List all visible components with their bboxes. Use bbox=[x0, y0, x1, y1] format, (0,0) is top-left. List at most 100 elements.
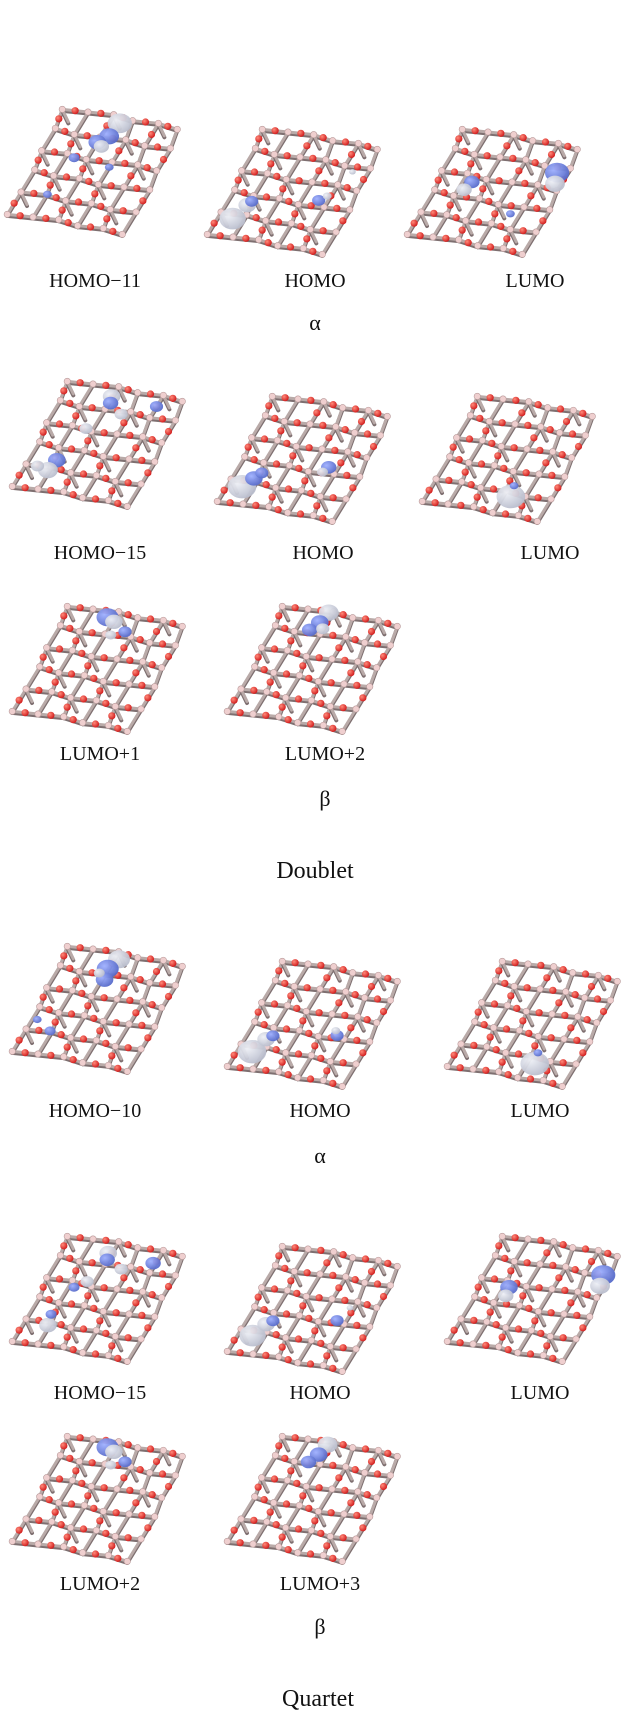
orbital-doublet-beta-lumo-1 bbox=[8, 595, 195, 740]
orbital-quartet-alpha-homo bbox=[223, 950, 410, 1095]
lobe-positive bbox=[145, 1256, 161, 1270]
lattice-drawing bbox=[8, 942, 186, 1075]
orbital-label: LUMO bbox=[510, 1100, 570, 1122]
lobe-negative bbox=[520, 1052, 550, 1076]
lobe-positive bbox=[300, 1455, 317, 1469]
lobe-positive bbox=[149, 401, 164, 412]
orbital-lobes bbox=[96, 1438, 132, 1470]
spin-symbol-beta: β bbox=[314, 1614, 326, 1639]
orbital-label: LUMO bbox=[520, 542, 580, 564]
orbital-doublet-beta-homo bbox=[213, 385, 400, 530]
orbital-label: HOMO bbox=[284, 270, 346, 292]
lobe-positive bbox=[301, 623, 318, 637]
orbital-label: LUMO+2 bbox=[284, 743, 366, 765]
lobe-positive bbox=[68, 153, 80, 163]
lobe-positive bbox=[118, 1456, 132, 1468]
orbital-lobes bbox=[456, 162, 570, 218]
atoms bbox=[8, 942, 186, 1075]
lobe-negative bbox=[114, 408, 128, 420]
lobe-negative bbox=[30, 460, 45, 472]
lobe-negative bbox=[105, 1444, 123, 1459]
orbital-label: HOMO−10 bbox=[48, 1100, 142, 1122]
lobe-negative bbox=[545, 175, 565, 192]
lobe-negative bbox=[590, 1277, 610, 1294]
orbital-label: LUMO+3 bbox=[279, 1573, 361, 1595]
orbital-lobes bbox=[301, 604, 339, 637]
lattice-drawing bbox=[8, 1432, 186, 1565]
lattice-drawing bbox=[3, 105, 181, 238]
lobe-negative bbox=[331, 1027, 341, 1035]
orbital-lobes bbox=[96, 608, 132, 640]
lobe-negative bbox=[346, 1305, 354, 1311]
orbital-lobes bbox=[237, 1027, 344, 1064]
lobe-positive bbox=[43, 190, 52, 198]
atoms bbox=[443, 1232, 621, 1365]
orbital-lobes bbox=[32, 950, 130, 1036]
orbital-doublet-beta-lumo bbox=[418, 385, 605, 530]
orbital-quartet-beta-homo bbox=[223, 1235, 410, 1380]
lattice-drawing bbox=[8, 377, 186, 510]
orbital-doublet-beta-homo-15 bbox=[8, 370, 195, 515]
lattice-drawing bbox=[223, 602, 401, 735]
orbital-label: HOMO−15 bbox=[53, 542, 147, 564]
spin-symbol-alpha: α bbox=[309, 310, 321, 335]
lattice-drawing bbox=[443, 1232, 621, 1365]
lobe-negative bbox=[79, 423, 93, 434]
lattice-drawing bbox=[8, 1232, 186, 1365]
lattice-drawing bbox=[443, 957, 621, 1090]
orbital-label: LUMO+2 bbox=[59, 1573, 141, 1595]
lattice-drawing bbox=[223, 1242, 401, 1375]
lobe-negative bbox=[39, 1317, 57, 1333]
lobe-negative bbox=[93, 968, 105, 978]
lobe-negative bbox=[498, 1289, 514, 1303]
orbital-doublet-alpha-homo bbox=[203, 118, 390, 263]
lattice-drawing bbox=[418, 392, 596, 525]
lobe-positive bbox=[245, 195, 259, 207]
orbital-lobes bbox=[43, 113, 132, 198]
orbital-lobes bbox=[239, 1305, 354, 1347]
orbital-doublet-alpha-homo-11 bbox=[3, 98, 190, 243]
orbital-label: HOMO−11 bbox=[49, 270, 141, 292]
atoms bbox=[8, 602, 186, 735]
orbital-lobes bbox=[300, 1436, 338, 1469]
lobe-positive bbox=[44, 1026, 56, 1036]
atoms bbox=[443, 957, 621, 1090]
atoms bbox=[8, 377, 186, 510]
lobe-positive bbox=[68, 1282, 80, 1292]
lobe-positive bbox=[506, 210, 515, 218]
lobe-negative bbox=[239, 1324, 266, 1347]
lobe-negative bbox=[322, 192, 332, 200]
orbital-label: HOMO bbox=[289, 1100, 351, 1122]
lobe-negative bbox=[219, 207, 246, 230]
spin-symbol-alpha: α bbox=[314, 1143, 326, 1168]
lobe-positive bbox=[330, 1315, 344, 1326]
spin-symbol-beta: β bbox=[319, 786, 331, 811]
orbital-quartet-beta-lumo-3 bbox=[223, 1425, 410, 1570]
orbital-lobes bbox=[30, 389, 164, 479]
lobe-negative bbox=[80, 1276, 94, 1287]
lobe-negative bbox=[105, 1460, 117, 1470]
lobe-positive bbox=[99, 1253, 115, 1267]
lobe-negative bbox=[114, 1263, 128, 1275]
lattice-drawing bbox=[8, 602, 186, 735]
orbital-lobes bbox=[219, 169, 356, 230]
lobe-negative bbox=[107, 113, 132, 134]
lobe-negative bbox=[317, 467, 328, 477]
atoms bbox=[203, 125, 381, 258]
lattice-drawing bbox=[223, 1432, 401, 1565]
lobe-positive bbox=[45, 1309, 57, 1319]
lobe-negative bbox=[105, 630, 117, 640]
orbital-label: HOMO bbox=[292, 542, 354, 564]
lobe-positive bbox=[312, 194, 326, 206]
lobe-positive bbox=[118, 626, 132, 638]
orbital-quartet-alpha-homo-10 bbox=[8, 935, 195, 1080]
atoms bbox=[223, 1242, 401, 1375]
lobe-positive bbox=[104, 163, 114, 171]
orbital-quartet-beta-homo-15 bbox=[8, 1225, 195, 1370]
lobe-negative bbox=[237, 1039, 267, 1064]
lobe-negative bbox=[349, 169, 356, 175]
orbital-lobes bbox=[227, 461, 337, 499]
orbital-label: HOMO bbox=[289, 1382, 351, 1404]
orbital-lobes bbox=[496, 482, 526, 509]
lobe-positive bbox=[255, 467, 269, 479]
